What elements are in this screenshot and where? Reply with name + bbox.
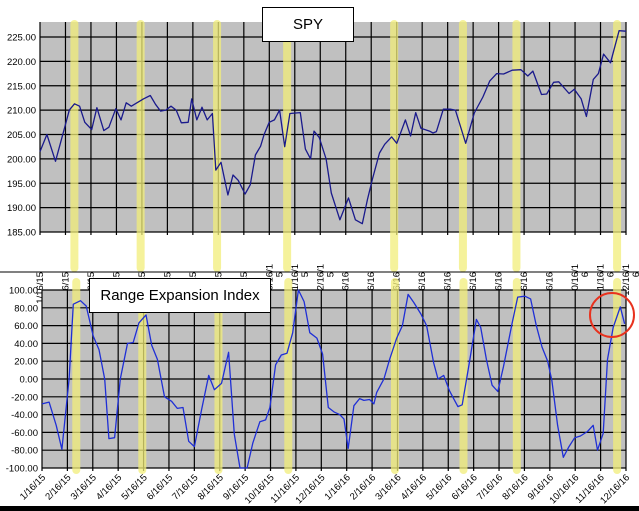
x-tick-label: 3/16/16 bbox=[373, 472, 403, 502]
x-tick-label: 11/16/1 bbox=[290, 264, 301, 295]
x-tick-label: 5/16/16 bbox=[424, 472, 454, 502]
x-tick-label: 1/16/15 bbox=[18, 472, 48, 502]
y-tick-label: 205.00 bbox=[7, 130, 36, 141]
y-tick-label: 100.00 bbox=[9, 286, 38, 297]
y-tick-label: 60.00 bbox=[14, 321, 38, 332]
y-tick-label: 80.00 bbox=[14, 303, 38, 314]
x-tick-label-wrap: 6 bbox=[606, 272, 617, 277]
x-tick-label: 4/16/16 bbox=[417, 272, 428, 304]
x-tick-label: 4/16/15 bbox=[94, 472, 124, 502]
rei-chart-title: Range Expansion Index bbox=[100, 287, 260, 304]
y-tick-label: 195.00 bbox=[7, 179, 36, 190]
y-tick-label: -100.00 bbox=[6, 464, 38, 475]
x-tick-label: 12/16/1 bbox=[621, 264, 632, 296]
y-tick-label: 225.00 bbox=[7, 33, 36, 44]
x-tick-label: 3/16/15 bbox=[69, 472, 99, 502]
x-tick-label: 8/16/16 bbox=[500, 472, 530, 502]
x-tick-label: 7/16/16 bbox=[475, 472, 505, 502]
y-tick-label: 220.00 bbox=[7, 57, 36, 68]
spy-price-panel: 225.00 220.00 215.00 210.00 205.00 200.00 195.… bbox=[0, 20, 639, 304]
annotation-circle bbox=[589, 292, 635, 338]
x-tick-label: 1/16/15 bbox=[35, 272, 46, 304]
y-tick-label: 210.00 bbox=[7, 106, 36, 117]
y-tick-label: 200.00 bbox=[7, 154, 36, 165]
y-tick-label: -60.00 bbox=[11, 428, 38, 439]
x-tick-label: 2/16/16 bbox=[348, 472, 378, 502]
x-tick-label: 6/16/15 bbox=[145, 472, 175, 502]
x-tick-label: 5/16/16 bbox=[443, 272, 454, 304]
range-expansion-index-panel: 100.00 80.00 60.00 40.00 20.00 0.00 -20.00 -40.… bbox=[6, 278, 635, 506]
x-tick-label: 1/16/16 bbox=[323, 472, 353, 502]
x-tick-label: 10/16/1 bbox=[570, 264, 581, 296]
x-tick-label: 2/16/15 bbox=[43, 472, 73, 502]
rei-title-box: Range Expansion Index bbox=[89, 278, 271, 313]
y-tick-label: 0.00 bbox=[20, 375, 39, 386]
x-tick-label-wrap: 5 bbox=[325, 272, 336, 277]
y-tick-label: 190.00 bbox=[7, 203, 36, 214]
x-tick-label-wrap: 5 bbox=[300, 272, 311, 277]
x-tick-label: 7/16/16 bbox=[494, 272, 505, 304]
y-tick-label: 215.00 bbox=[7, 81, 36, 92]
x-tick-label: 6/16/16 bbox=[450, 472, 480, 502]
y-tick-label: 20.00 bbox=[14, 357, 38, 368]
x-tick-label: 8/16/16 bbox=[519, 272, 530, 304]
x-tick-label: 12/16/1 bbox=[315, 264, 326, 296]
x-tick-label: 8/16/15 bbox=[196, 472, 226, 502]
x-tick-label: 5/16/15 bbox=[119, 472, 149, 502]
y-tick-label: 40.00 bbox=[14, 339, 38, 350]
x-tick-label-wrap: 6 bbox=[580, 272, 591, 277]
y-tick-label: 185.00 bbox=[7, 228, 36, 239]
series-line bbox=[41, 289, 626, 469]
x-tick-label: 9/16/16 bbox=[545, 272, 556, 304]
plot-area bbox=[40, 22, 626, 232]
x-tick-label-wrap: 5 bbox=[274, 272, 285, 277]
series-line bbox=[39, 30, 627, 225]
x-tick-label: 6/16/16 bbox=[468, 272, 479, 304]
y-tick-label: -80.00 bbox=[11, 446, 38, 457]
x-tick-label: 7/16/15 bbox=[170, 472, 200, 502]
x-tick-label: 1/16/16 bbox=[341, 272, 352, 304]
x-tick-label: 4/16/16 bbox=[399, 472, 429, 502]
spy-chart-title: SPY bbox=[292, 16, 323, 33]
x-tick-label-wrap: 6 bbox=[631, 272, 639, 277]
x-tick-label: 11/16/1 bbox=[596, 264, 607, 295]
y-tick-label: -40.00 bbox=[11, 410, 38, 421]
y-tick-label: -20.00 bbox=[11, 392, 38, 403]
x-tick-label: 2/16/15 bbox=[60, 272, 71, 304]
spy-title-box: SPY bbox=[262, 7, 354, 42]
x-tick-label: 2/16/16 bbox=[366, 272, 377, 304]
